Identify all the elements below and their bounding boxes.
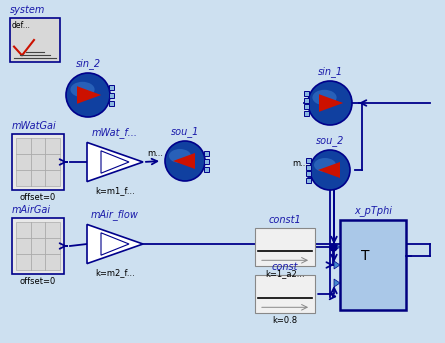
Text: const: const xyxy=(272,262,298,272)
Polygon shape xyxy=(334,279,340,287)
Bar xyxy=(306,170,311,176)
Polygon shape xyxy=(101,233,129,255)
Text: k=m2_f...: k=m2_f... xyxy=(95,268,135,277)
Ellipse shape xyxy=(70,82,95,97)
Bar xyxy=(340,220,406,310)
Polygon shape xyxy=(101,151,129,173)
Bar xyxy=(255,228,315,266)
Bar xyxy=(306,157,311,163)
Circle shape xyxy=(66,73,110,117)
Bar xyxy=(304,104,309,108)
Polygon shape xyxy=(173,153,195,169)
Bar xyxy=(16,222,60,270)
Text: mAirGai: mAirGai xyxy=(12,205,51,215)
Polygon shape xyxy=(319,94,343,112)
Polygon shape xyxy=(318,162,340,178)
Text: system: system xyxy=(10,5,45,15)
Bar xyxy=(204,151,209,155)
Text: k=m1_f...: k=m1_f... xyxy=(95,186,135,195)
Text: T: T xyxy=(361,249,369,263)
Polygon shape xyxy=(87,142,143,181)
Bar xyxy=(204,166,209,172)
Bar xyxy=(304,91,309,95)
Bar xyxy=(204,158,209,164)
Text: const1: const1 xyxy=(269,215,301,225)
Polygon shape xyxy=(77,86,101,104)
Ellipse shape xyxy=(314,158,336,172)
Text: offset=0: offset=0 xyxy=(20,193,56,202)
Bar xyxy=(16,138,60,186)
Text: k=1_a2...: k=1_a2... xyxy=(265,269,305,278)
Bar xyxy=(109,100,114,106)
Bar xyxy=(12,134,64,190)
Text: mAir_flow: mAir_flow xyxy=(91,209,139,220)
Ellipse shape xyxy=(312,90,336,105)
Text: def...: def... xyxy=(12,21,31,30)
Text: m...: m... xyxy=(292,158,308,167)
Text: k=0.8: k=0.8 xyxy=(272,316,298,325)
Text: mWat_f...: mWat_f... xyxy=(92,127,138,138)
Text: m...: m... xyxy=(147,150,163,158)
Bar xyxy=(109,93,114,97)
Text: mWatGai: mWatGai xyxy=(12,121,57,131)
Bar xyxy=(304,110,309,116)
Polygon shape xyxy=(334,243,340,251)
Circle shape xyxy=(310,150,350,190)
Text: sin_1: sin_1 xyxy=(317,66,343,77)
Text: sin_2: sin_2 xyxy=(76,58,101,69)
Bar xyxy=(12,218,64,274)
Bar xyxy=(306,177,311,182)
Bar xyxy=(109,84,114,90)
Text: offset=0: offset=0 xyxy=(20,277,56,286)
Ellipse shape xyxy=(169,149,191,163)
Polygon shape xyxy=(87,224,143,264)
Bar xyxy=(10,18,60,62)
Polygon shape xyxy=(334,261,340,269)
Text: sou_1: sou_1 xyxy=(171,126,199,137)
Bar xyxy=(306,165,311,169)
Text: x_pTphi: x_pTphi xyxy=(354,205,392,216)
Bar xyxy=(255,275,315,313)
Bar xyxy=(304,97,309,103)
Circle shape xyxy=(308,81,352,125)
Text: sou_2: sou_2 xyxy=(316,135,344,146)
Circle shape xyxy=(165,141,205,181)
